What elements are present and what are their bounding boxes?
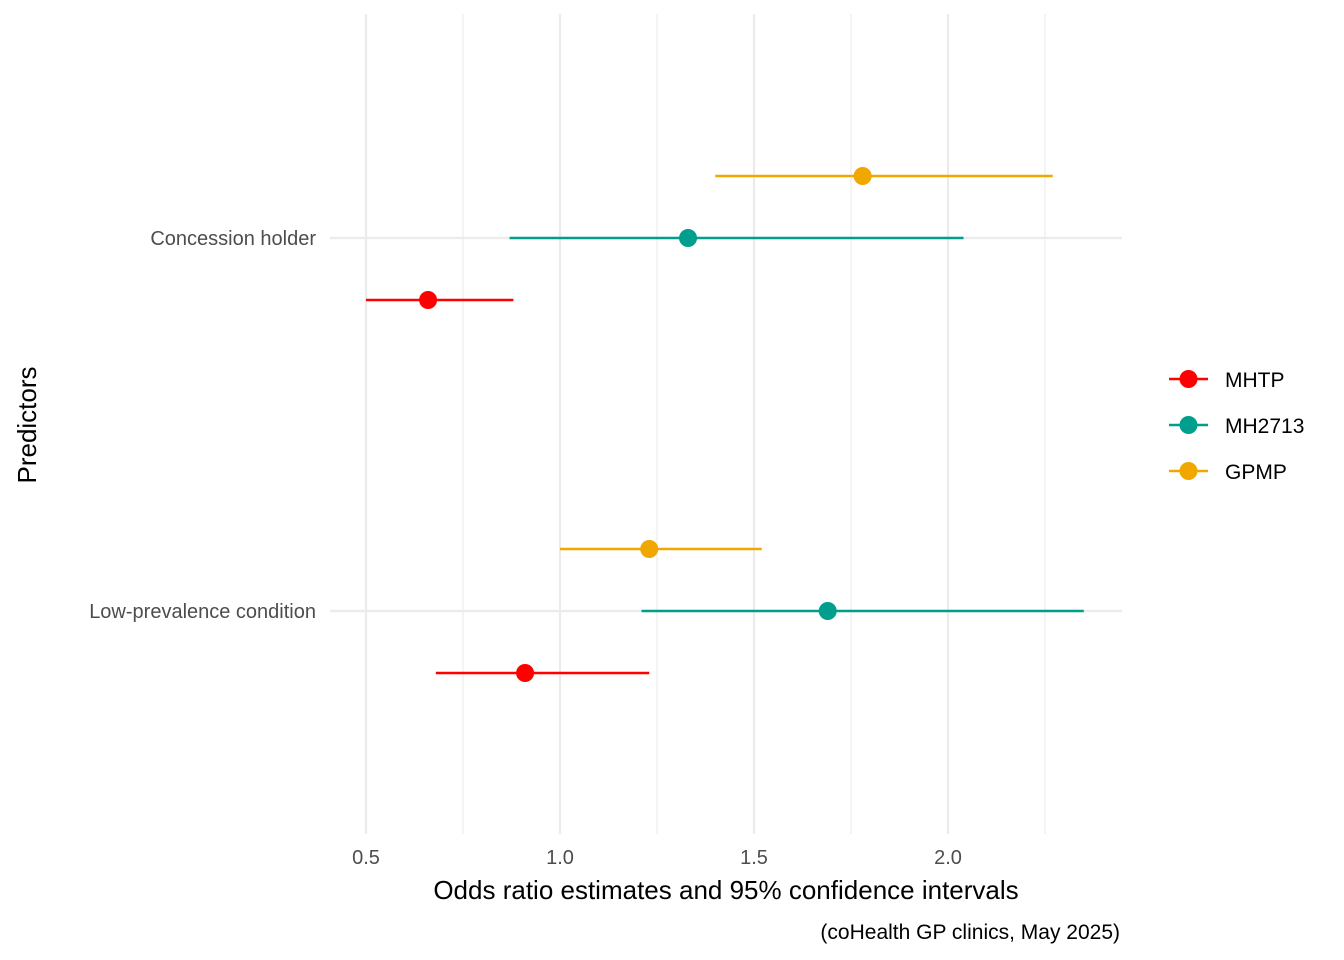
point-mh2713-1 (818, 602, 837, 620)
y-tick-labels: Concession holder Low-prevalence conditio… (89, 228, 316, 623)
legend-label: GPMP (1225, 461, 1287, 484)
data-marks (366, 167, 1084, 682)
legend-key-point (1179, 416, 1198, 434)
x-tick-label: 1.0 (546, 847, 574, 869)
y-tick-label: Concession holder (150, 228, 316, 250)
point-mhtp-1 (516, 664, 535, 682)
y-tick-label: Low-prevalence condition (89, 601, 316, 623)
x-axis-title: Odds ratio estimates and 95% confidence … (433, 875, 1018, 905)
x-tick-label: 2.0 (934, 847, 962, 869)
x-tick-label: 0.5 (352, 847, 380, 869)
chart-caption: (coHealth GP clinics, May 2025) (820, 921, 1120, 944)
legend-label: MHTP (1225, 369, 1285, 392)
legend-item-mhtp: MHTP (1169, 369, 1285, 392)
grid-lines (330, 14, 1122, 834)
legend-key-point (1179, 462, 1198, 480)
x-tick-label: 1.5 (740, 847, 768, 869)
y-axis-title: Predictors (12, 366, 42, 483)
legend-item-gpmp: GPMP (1169, 461, 1287, 484)
point-mh2713-0 (679, 229, 698, 247)
point-mhtp-0 (419, 291, 438, 309)
point-gpmp-0 (853, 167, 872, 185)
legend-item-mh2713: MH2713 (1169, 415, 1304, 438)
x-tick-labels: 0.5 1.0 1.5 2.0 (352, 847, 962, 869)
legend: MHTP MH2713 GPMP (1169, 369, 1304, 484)
point-gpmp-1 (640, 540, 659, 558)
legend-key-point (1179, 370, 1198, 388)
legend-label: MH2713 (1225, 415, 1304, 438)
